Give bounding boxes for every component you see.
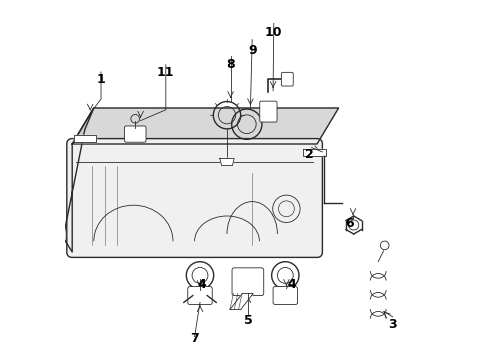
Text: 7: 7 bbox=[190, 332, 199, 345]
FancyBboxPatch shape bbox=[273, 287, 297, 305]
Text: 4: 4 bbox=[288, 278, 296, 291]
Text: 2: 2 bbox=[305, 148, 314, 161]
FancyBboxPatch shape bbox=[232, 268, 264, 296]
FancyBboxPatch shape bbox=[67, 139, 322, 257]
Text: 6: 6 bbox=[345, 217, 354, 230]
Polygon shape bbox=[63, 108, 94, 252]
FancyBboxPatch shape bbox=[260, 101, 277, 122]
Text: 4: 4 bbox=[197, 278, 206, 291]
Text: 1: 1 bbox=[97, 73, 105, 86]
Polygon shape bbox=[230, 293, 253, 310]
Text: 3: 3 bbox=[388, 318, 397, 330]
Text: 5: 5 bbox=[244, 314, 253, 327]
Polygon shape bbox=[72, 108, 339, 144]
Polygon shape bbox=[303, 149, 326, 156]
Polygon shape bbox=[220, 158, 234, 166]
Text: 10: 10 bbox=[265, 26, 283, 39]
FancyBboxPatch shape bbox=[124, 126, 146, 142]
Text: 11: 11 bbox=[157, 66, 174, 78]
FancyBboxPatch shape bbox=[281, 72, 293, 86]
Text: 9: 9 bbox=[248, 44, 256, 57]
Text: 8: 8 bbox=[226, 58, 235, 71]
Polygon shape bbox=[74, 135, 96, 142]
FancyBboxPatch shape bbox=[188, 287, 212, 305]
